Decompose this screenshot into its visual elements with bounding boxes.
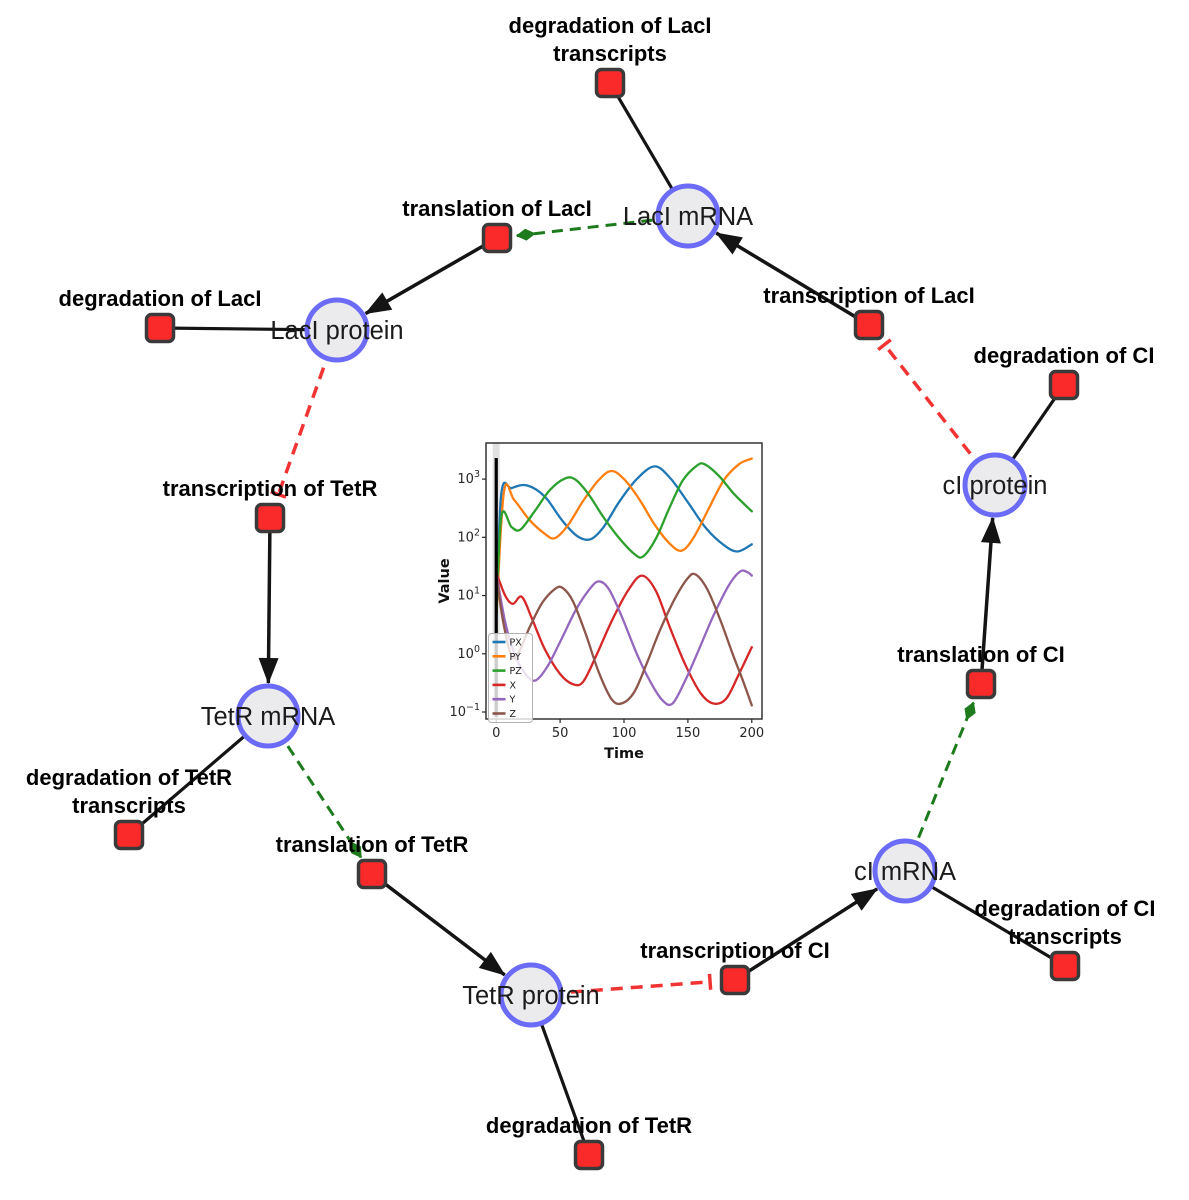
- edge-transcription-laci-to-laci-mrna: [715, 231, 870, 327]
- reaction-label-transcription-ci-line1: transcription of CI: [640, 938, 829, 963]
- reaction-node-translation-tetr[interactable]: [356, 858, 388, 890]
- x-tick-label: 150: [675, 726, 700, 741]
- reaction-node-transcription-ci[interactable]: [719, 964, 751, 996]
- reaction-node-degradation-tetr[interactable]: [573, 1139, 605, 1171]
- species-label-tetr-mrna: TetR mRNA: [201, 703, 336, 731]
- legend-label-PX: PX: [510, 638, 523, 649]
- edge-transcription-tetr-to-tetr-mrna: [258, 517, 279, 685]
- legend-label-Z: Z: [510, 709, 517, 720]
- legend-label-X: X: [510, 680, 517, 691]
- reaction-label-translation-laci-line1: translation of LacI: [402, 196, 591, 221]
- y-tick-label: 100: [457, 644, 480, 662]
- legend-label-Y: Y: [509, 695, 516, 706]
- reaction-node-degradation-laci-transcripts[interactable]: [594, 67, 626, 99]
- species-label-laci-protein: LacI protein: [270, 317, 403, 345]
- curve-X: [495, 571, 753, 705]
- reaction-label-translation-tetr-line1: translation of TetR: [276, 832, 469, 857]
- reaction-label-transcription-tetr-line1: transcription of TetR: [163, 476, 378, 501]
- node-layer: [113, 67, 1081, 1171]
- reaction-label-degradation-tetr-line1: degradation of TetR: [486, 1113, 692, 1138]
- species-node-laci-protein[interactable]: [304, 297, 370, 363]
- curve-PY: [495, 457, 753, 620]
- reaction-node-translation-laci[interactable]: [481, 222, 513, 254]
- y-tick-label: 102: [457, 527, 480, 545]
- label-layer: degradation of LacI transcripts translatio…: [26, 13, 1156, 1138]
- reaction-node-degradation-ci[interactable]: [1048, 369, 1080, 401]
- x-axis-label: Time: [604, 746, 644, 762]
- x-tick-label: 50: [552, 726, 569, 741]
- edge-translation-tetr-to-tetr-protein: [370, 872, 506, 977]
- species-label-ci-mrna: cI mRNA: [854, 858, 956, 886]
- species-node-tetr-protein[interactable]: [498, 962, 564, 1028]
- reaction-node-degradation-ci-transcripts[interactable]: [1049, 950, 1081, 982]
- reaction-label-degradation-ci-transcripts-line2: transcripts: [1008, 924, 1122, 949]
- legend-label-PZ: PZ: [510, 666, 523, 677]
- reaction-label-degradation-ci-line1: degradation of CI: [974, 343, 1155, 368]
- species-label-ci-protein: cI protein: [943, 472, 1048, 500]
- x-tick-label: 100: [612, 726, 637, 741]
- species-label-tetr-protein: TetR protein: [462, 982, 600, 1010]
- reaction-label-degradation-laci-transcripts-line1: degradation of LacI: [509, 13, 712, 38]
- reaction-label-degradation-laci-transcripts-line2: transcripts: [553, 41, 667, 66]
- reaction-label-degradation-tetr-transcripts-line2: transcripts: [72, 793, 186, 818]
- species-node-laci-mrna[interactable]: [655, 183, 721, 249]
- curve-PZ: [495, 462, 753, 620]
- y-axis-label: Value: [437, 558, 453, 604]
- reaction-label-degradation-tetr-transcripts-line1: degradation of TetR: [26, 765, 232, 790]
- edge-translation-ci-to-ci-protein: [979, 516, 1001, 685]
- reaction-node-transcription-tetr[interactable]: [254, 502, 286, 534]
- plot-legend: PX PY PZ XYZ: [488, 633, 533, 723]
- x-tick-label: 200: [739, 726, 764, 741]
- reaction-node-degradation-tetr-transcripts[interactable]: [113, 819, 145, 851]
- reaction-label-degradation-laci-line1: degradation of LacI: [59, 286, 262, 311]
- reaction-node-degradation-laci[interactable]: [144, 312, 176, 344]
- y-tick-label: 10−1: [449, 702, 480, 720]
- species-node-ci-mrna[interactable]: [872, 838, 938, 904]
- reaction-label-degradation-ci-transcripts-line1: degradation of CI: [975, 896, 1156, 921]
- species-node-tetr-mrna[interactable]: [235, 683, 301, 749]
- curve-Z: [495, 571, 753, 707]
- edge-ci-mrna-to-translation-ci: [903, 701, 976, 872]
- curve-Y: [495, 569, 753, 707]
- y-tick-label: 101: [457, 586, 480, 604]
- reaction-label-transcription-laci-line1: transcription of LacI: [763, 283, 974, 308]
- y-tick-label: 103: [457, 469, 480, 487]
- species-label-laci-mrna: LacI mRNA: [623, 203, 753, 231]
- reaction-label-translation-ci-line1: translation of CI: [897, 642, 1064, 667]
- plot-curves: [495, 457, 753, 707]
- edge-transcription-ci-to-ci-mrna: [734, 887, 879, 982]
- x-tick-label: 0: [492, 726, 500, 741]
- edge-translation-laci-to-laci-protein: [364, 236, 498, 316]
- reaction-node-transcription-laci[interactable]: [853, 309, 885, 341]
- legend-label-PY: PY: [510, 652, 522, 663]
- species-node-ci-protein[interactable]: [962, 452, 1028, 518]
- simulation-plot: 0 50 100 150 20010−1100101102103TimeValuePXP…: [437, 442, 764, 762]
- reaction-node-translation-ci[interactable]: [965, 668, 997, 700]
